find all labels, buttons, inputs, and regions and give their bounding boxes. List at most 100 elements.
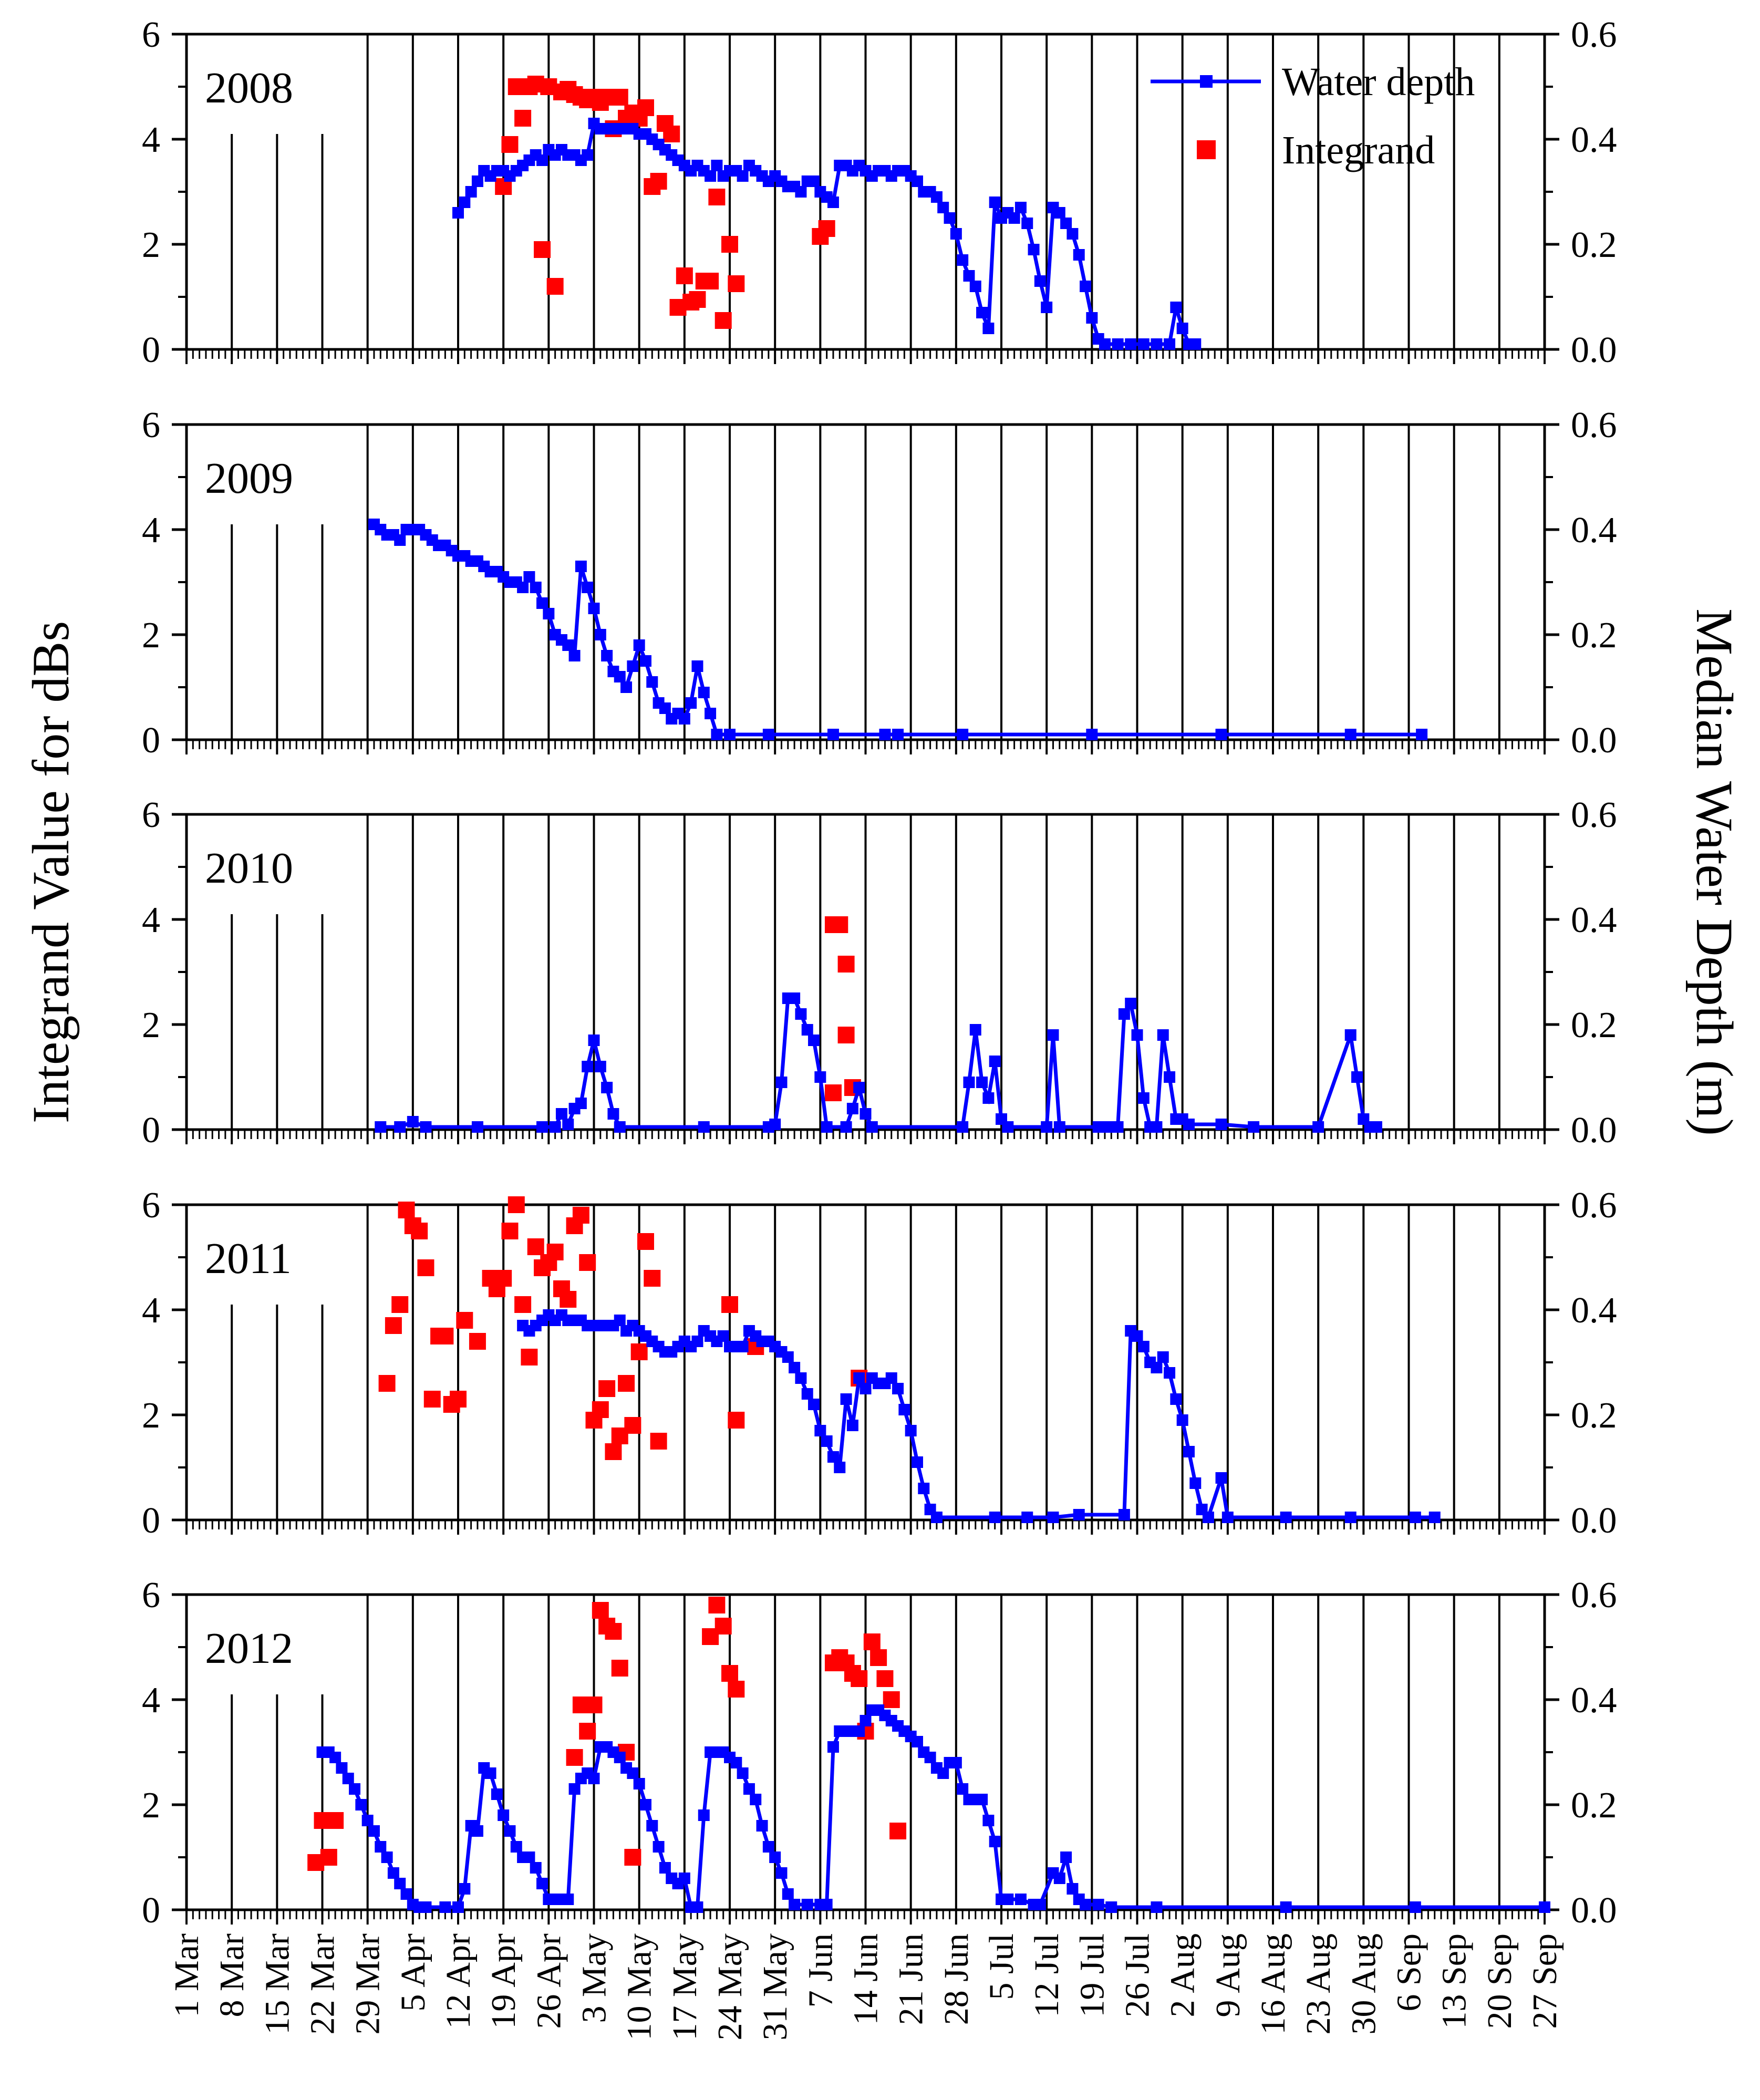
x-date-label: 12 Apr (439, 1933, 478, 2029)
water-depth-point (957, 254, 969, 266)
integrand-point (644, 1270, 661, 1287)
water-depth-point (582, 149, 594, 161)
water-depth-point (465, 186, 477, 198)
x-date-label: 17 May (666, 1933, 704, 2040)
water-depth-point (536, 597, 548, 609)
panel-2012: 0 0.0 2 0.2 4 0.4 6 0.6 2012 (142, 1575, 1617, 1931)
water-depth-point (963, 1077, 975, 1088)
right-tick-label: 0.4 (1571, 510, 1617, 551)
water-depth-point (1131, 1029, 1143, 1041)
integrand-point (385, 1317, 402, 1334)
integrand-point (508, 1196, 525, 1213)
integrand-point (630, 1343, 648, 1360)
integrand-point (605, 1443, 622, 1460)
integrand-point (572, 1207, 589, 1224)
water-depth-point (1060, 218, 1072, 229)
right-tick-label: 0.6 (1571, 1575, 1617, 1616)
water-depth-point (420, 1121, 432, 1133)
integrand-point (437, 1328, 454, 1344)
integrand-point (327, 1812, 344, 1829)
water-depth-point (543, 608, 555, 619)
integrand-point (592, 1401, 609, 1418)
water-depth-point (452, 207, 464, 219)
water-depth-point (1183, 1446, 1195, 1457)
water-depth-point (924, 1752, 936, 1763)
water-depth-point (601, 1082, 613, 1093)
water-depth-point (989, 1836, 1001, 1847)
left-tick-label: 0 (142, 1501, 160, 1541)
water-depth-point (1131, 1330, 1143, 1342)
water-depth-point (957, 729, 969, 740)
water-depth-point (1067, 228, 1079, 240)
right-tick-label: 0.2 (1571, 615, 1617, 656)
year-label: 2009 (205, 454, 293, 503)
water-depth-point (530, 1862, 542, 1874)
water-depth-point (594, 1061, 606, 1072)
water-depth-point (821, 1435, 833, 1447)
integrand-point (521, 1349, 538, 1365)
water-depth-point (614, 671, 626, 682)
water-depth-point (1021, 1512, 1033, 1523)
x-date-label: 3 May (575, 1933, 614, 2023)
water-depth-point (808, 1399, 820, 1410)
water-depth-point (1344, 729, 1357, 740)
water-depth-point (969, 1024, 981, 1036)
integrand-point (889, 1823, 907, 1839)
water-depth-point (639, 655, 651, 667)
panel-2009: 0 0.0 2 0.2 4 0.4 6 0.6 2009 (142, 405, 1617, 761)
water-depth-point (930, 191, 943, 203)
water-depth-point (1073, 1509, 1085, 1520)
left-tick-label: 4 (142, 1290, 160, 1331)
water-depth-point (575, 561, 587, 572)
water-depth-point (400, 1888, 412, 1900)
left-tick-label: 0 (142, 1110, 160, 1151)
water-depth-point (659, 1862, 671, 1874)
x-date-label: 29 Mar (349, 1933, 387, 2034)
water-depth-point (860, 1108, 872, 1120)
water-depth-point (1202, 1512, 1214, 1523)
water-depth-point (892, 1383, 904, 1394)
water-depth-point (1157, 1351, 1169, 1363)
right-tick-label: 0.2 (1571, 1395, 1617, 1436)
water-depth-point (821, 1121, 833, 1133)
water-depth-point (510, 1841, 522, 1853)
x-date-label: 16 Aug (1254, 1933, 1292, 2035)
water-depth-point (1215, 1119, 1227, 1130)
integrand-point (650, 173, 667, 190)
water-depth-point (905, 1425, 917, 1436)
x-date-label: 22 Mar (304, 1933, 342, 2034)
water-depth-point (944, 212, 956, 224)
water-depth-point (982, 1815, 995, 1826)
integrand-point (663, 126, 680, 142)
water-depth-point (582, 582, 594, 593)
water-depth-point (1409, 1512, 1421, 1523)
water-depth-point (1344, 1512, 1357, 1523)
water-depth-point (834, 1462, 846, 1473)
water-depth-point (1067, 1883, 1079, 1895)
water-depth-point (361, 1815, 374, 1826)
integrand-point (708, 189, 726, 205)
integrand-point (721, 1296, 738, 1313)
water-depth-point (646, 676, 658, 688)
water-depth-point (898, 1404, 910, 1415)
water-depth-point (1002, 1121, 1014, 1133)
water-depth-line (322, 1708, 1545, 1909)
integrand-point (728, 1412, 745, 1429)
water-depth-point (957, 1121, 969, 1133)
x-date-label: 5 Jul (982, 1933, 1021, 2000)
x-date-label: 30 Aug (1344, 1933, 1383, 2035)
water-depth-point (795, 1372, 807, 1384)
water-depth-point (1215, 1472, 1227, 1484)
water-depth-point (678, 713, 690, 725)
water-depth-point (678, 1873, 690, 1884)
water-depth-point (782, 1888, 794, 1900)
water-depth-point (1112, 1121, 1124, 1133)
year-label: 2011 (205, 1234, 292, 1283)
integrand-point (501, 1223, 519, 1239)
water-depth-point (614, 1315, 626, 1326)
water-depth-point (1053, 1873, 1065, 1884)
water-depth-point (1137, 338, 1150, 350)
right-tick-label: 0.2 (1571, 225, 1617, 265)
left-tick-label: 2 (142, 225, 160, 265)
water-depth-point (536, 1121, 548, 1133)
